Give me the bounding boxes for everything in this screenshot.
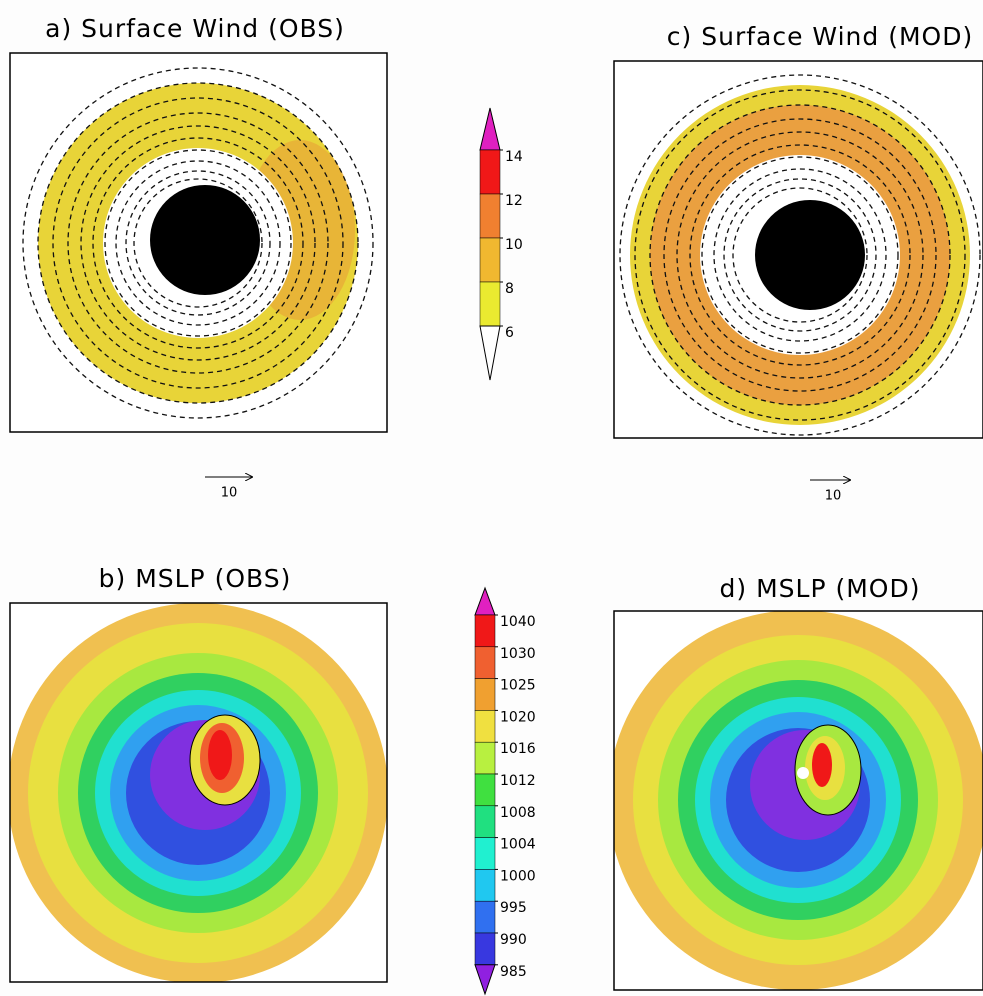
panel-title: c) Surface Wind (MOD) — [667, 22, 973, 51]
colorbar-tick-label: 1025 — [500, 678, 536, 694]
colorbar-segment — [474, 646, 496, 679]
colorbar-tick-label: 6 — [505, 325, 514, 341]
colorbar-segment — [474, 710, 496, 743]
mslp-map — [614, 611, 983, 990]
panel-frame — [613, 60, 983, 439]
panel-frame — [9, 602, 388, 983]
panel-title: d) MSLP (MOD) — [720, 574, 921, 603]
colorbar-tick-label: 1008 — [500, 805, 536, 821]
colorbar-cap — [479, 325, 501, 381]
colorbar-tick-label: 8 — [505, 281, 514, 297]
colorbar-segment — [479, 281, 501, 327]
panel-title: a) Surface Wind (OBS) — [45, 14, 345, 43]
colorbar-tick-label: 14 — [505, 149, 523, 165]
colorbar-cap — [479, 107, 501, 151]
colorbar-cap — [474, 586, 496, 616]
colorbar-tick-label: 990 — [500, 932, 527, 948]
colorbar-tick-label: 1016 — [500, 741, 536, 757]
colorbar-tick-label: 1020 — [500, 709, 536, 725]
colorbar-tick-label: 12 — [505, 193, 523, 209]
colorbar-segment — [474, 869, 496, 902]
colorbar-tick-label: 995 — [500, 900, 527, 916]
panel-frame — [613, 610, 983, 991]
colorbar-segment — [474, 614, 496, 648]
colorbar-segment — [474, 805, 496, 838]
wind-map — [10, 53, 387, 432]
colorbar-tick-label: 1000 — [500, 868, 536, 884]
colorbar-segment — [474, 773, 496, 807]
mslp-map — [10, 603, 387, 982]
colorbar-segment — [474, 900, 496, 934]
colorbar-segment — [479, 193, 501, 239]
colorbar-tick-label: 1004 — [500, 837, 536, 853]
vector-key-label: 10 — [221, 486, 238, 501]
panel-title: b) MSLP (OBS) — [99, 564, 292, 593]
vector-key-label: 10 — [825, 489, 842, 504]
colorbar-segment — [479, 237, 501, 283]
colorbar-segment — [479, 149, 501, 195]
colorbar-cap — [474, 964, 496, 996]
colorbar-tick-label: 10 — [505, 237, 523, 253]
colorbar-tick-label: 985 — [500, 964, 527, 980]
panel-frame — [9, 52, 388, 433]
wind-map — [614, 61, 983, 438]
colorbar-tick-label: 1030 — [500, 646, 536, 662]
colorbar-tick-label: 1040 — [500, 614, 536, 630]
colorbar-segment — [474, 678, 496, 711]
colorbar-tick-label: 1012 — [500, 773, 536, 789]
colorbar-segment — [474, 837, 496, 870]
colorbar-segment — [474, 741, 496, 775]
colorbar-segment — [474, 932, 496, 966]
